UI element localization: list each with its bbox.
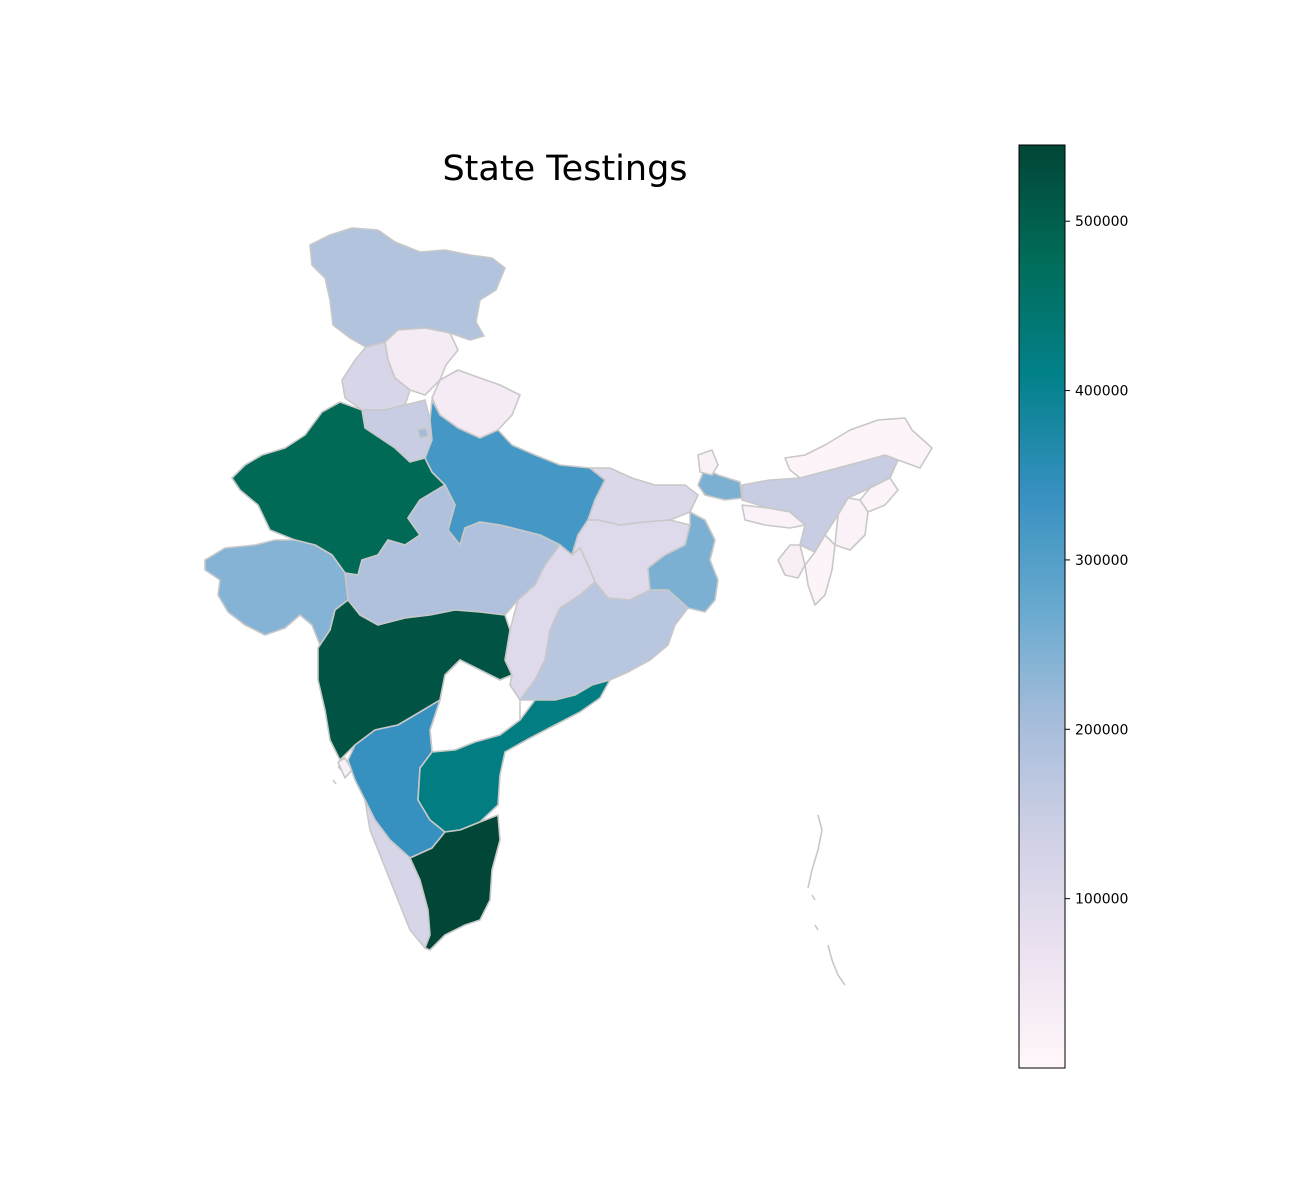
region-jammu-kashmir <box>309 227 506 348</box>
region-tripura <box>777 544 806 579</box>
colorbar-gradient <box>1018 144 1066 1069</box>
region-sikkim <box>697 449 719 476</box>
colorbar-ticks: 100000 200000 300000 400000 500000 <box>1065 214 1128 908</box>
region-delhi <box>417 427 429 439</box>
region-gujarat <box>204 539 349 646</box>
region-odisha <box>519 581 689 701</box>
colorbar-tick-label: 400000 <box>1075 384 1128 400</box>
region-punjab <box>341 341 411 411</box>
map-title: State Testings <box>442 149 687 189</box>
colorbar-tick-label: 500000 <box>1075 214 1128 230</box>
colorbar: 100000 200000 300000 400000 500000 <box>1018 144 1128 1069</box>
region-andhra-pradesh <box>417 679 611 833</box>
region-mizoram <box>804 534 836 606</box>
india-map <box>204 227 933 986</box>
region-manipur <box>834 497 869 551</box>
colorbar-tick-label: 100000 <box>1075 892 1128 908</box>
colorbar-tick-label: 200000 <box>1075 722 1128 738</box>
lakshadweep-islands <box>332 765 342 785</box>
region-tamil-nadu <box>409 814 501 951</box>
region-arunachal-pradesh <box>784 417 933 479</box>
region-meghalaya <box>741 504 806 529</box>
colorbar-tick-label: 300000 <box>1075 553 1128 569</box>
region-bihar <box>587 467 699 526</box>
andaman-nicobar-islands <box>807 814 846 986</box>
